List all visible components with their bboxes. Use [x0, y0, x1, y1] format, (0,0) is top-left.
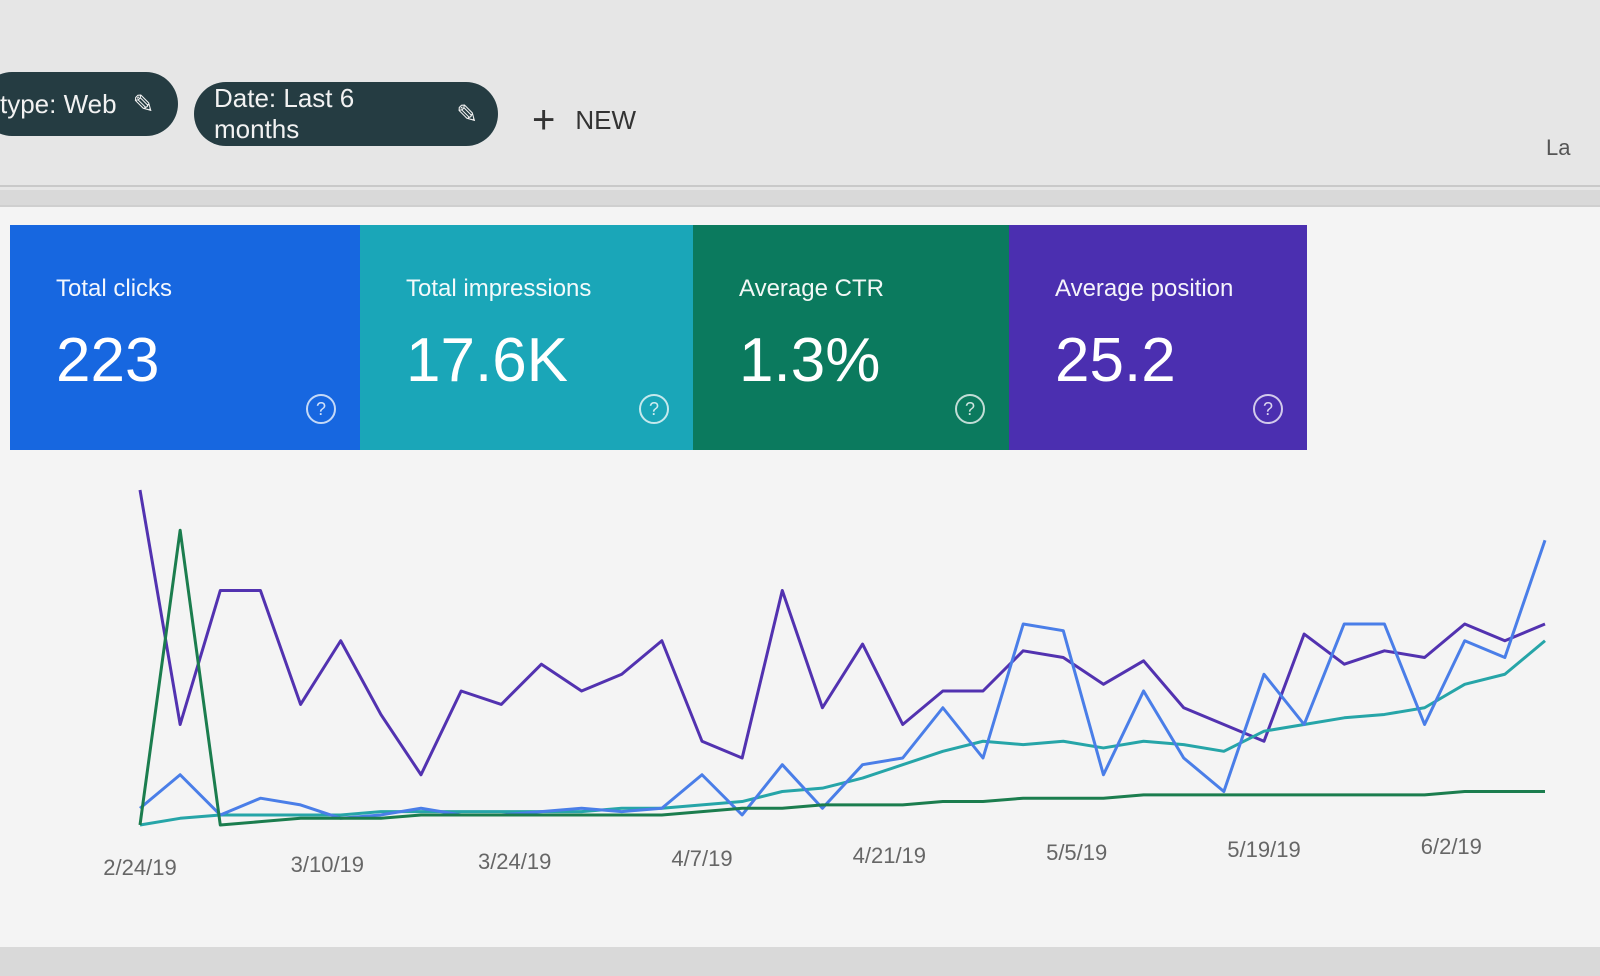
series-line-average-ctr [138, 528, 1545, 827]
plus-icon: + [532, 98, 556, 142]
metric-cards: Total clicks 223 ? Total impressions 17.… [10, 225, 1307, 450]
metric-value: 17.6K [406, 326, 569, 395]
metric-label: Average CTR [739, 275, 884, 302]
filter-chip-type[interactable]: type: Web ✎ [0, 72, 178, 136]
pencil-icon[interactable]: ✎ [132, 88, 155, 119]
help-icon[interactable]: ? [955, 394, 985, 424]
filter-label: type: Web [0, 88, 117, 119]
metric-value: 25.2 [1055, 326, 1176, 395]
new-filter-button[interactable]: + NEW [532, 98, 636, 143]
metric-value: 223 [56, 326, 160, 395]
metric-label: Average position [1055, 275, 1234, 302]
pencil-icon[interactable]: ✎ [456, 98, 478, 129]
x-tick-label: 4/21/19 [853, 843, 926, 868]
metric-value: 1.3% [739, 326, 881, 395]
series-line-total-clicks [139, 539, 1547, 820]
metric-card-clicks[interactable]: Total clicks 223 ? [10, 225, 360, 450]
series-line-average-position [138, 489, 1546, 777]
metric-card-impressions[interactable]: Total impressions 17.6K ? [360, 225, 693, 450]
x-tick-label: 5/5/19 [1046, 840, 1107, 865]
metric-label: Total clicks [56, 275, 173, 302]
series-line-total-impressions [139, 639, 1546, 827]
cut-off-text: La [1546, 135, 1571, 160]
x-tick-label: 3/24/19 [478, 849, 551, 874]
x-tick-label: 2/24/19 [103, 855, 176, 880]
metric-label: Total impressions [406, 275, 592, 302]
metric-card-ctr[interactable]: Average CTR 1.3% ? [693, 225, 1009, 450]
x-tick-label: 5/19/19 [1227, 837, 1300, 862]
x-tick-label: 3/10/19 [291, 852, 364, 877]
divider [0, 185, 1600, 187]
x-tick-label: 6/2/19 [1421, 834, 1482, 859]
metric-card-position[interactable]: Average position 25.2 ? [1009, 225, 1307, 450]
filter-label: Date: Last 6 months [214, 83, 355, 144]
help-icon[interactable]: ? [1253, 394, 1283, 424]
x-tick-label: 4/7/19 [671, 846, 732, 871]
performance-chart: 2/24/19 3/10/19 3/24/19 4/7/19 4/21/19 5/5/19… [103, 489, 1547, 880]
help-icon[interactable]: ? [639, 394, 669, 424]
new-label: NEW [575, 105, 637, 135]
filter-chip-date[interactable]: Date: Last 6 months ✎ [194, 82, 498, 146]
help-icon[interactable]: ? [306, 394, 336, 424]
